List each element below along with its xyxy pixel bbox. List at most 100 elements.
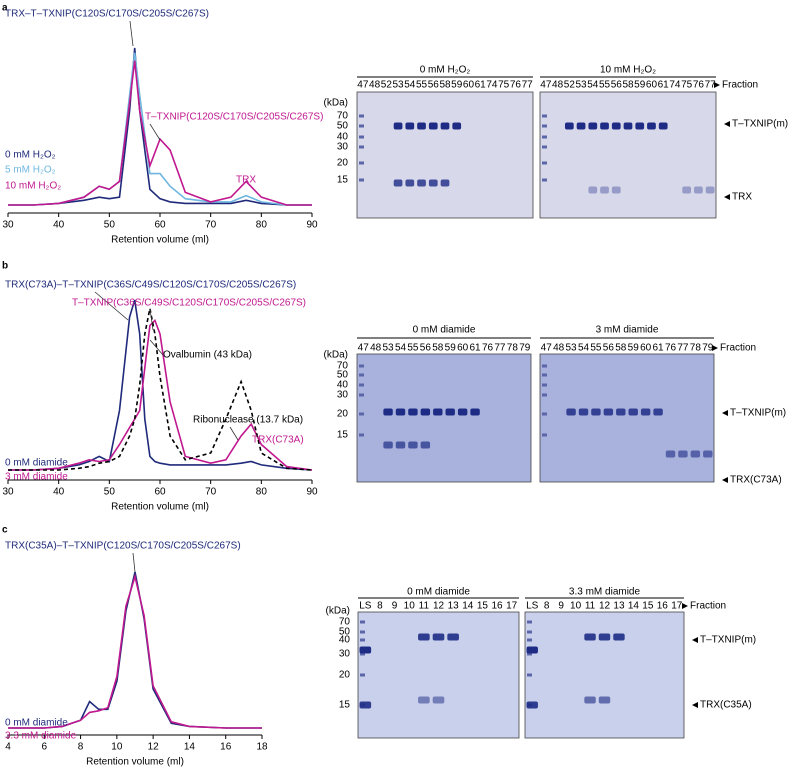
- series-line: [8, 571, 262, 729]
- arrowhead: [712, 345, 718, 351]
- kda-label: (kDa): [326, 606, 350, 617]
- x-tick-label: 50: [104, 220, 116, 231]
- kda-label: 50: [337, 121, 349, 132]
- lane-label: 60: [463, 80, 475, 91]
- kda-label: 50: [337, 370, 349, 381]
- legend-entry: 0 mM diamide: [5, 458, 68, 469]
- legend-entry: 0 mM H₂O₂: [5, 150, 56, 161]
- ladder-band: [542, 412, 547, 416]
- protein-band: [564, 122, 574, 130]
- marker-label: TRX(C35A): [700, 700, 752, 711]
- x-tick-label: 18: [256, 742, 268, 753]
- protein-band: [432, 696, 445, 704]
- protein-band: [682, 186, 692, 194]
- lane-label: 76: [693, 80, 705, 91]
- x-tick-label: 30: [2, 220, 14, 231]
- protein-band: [658, 122, 668, 130]
- lane-label: 15: [642, 601, 654, 612]
- kda-label: 30: [337, 390, 349, 401]
- protein-band: [405, 122, 415, 130]
- protein-band: [428, 179, 438, 187]
- protein-band: [395, 441, 406, 449]
- leader-line: [94, 291, 129, 321]
- protein-band: [584, 696, 596, 704]
- gel-image: [356, 91, 534, 219]
- arrowhead: [722, 477, 728, 483]
- lane-label: 47: [541, 343, 553, 354]
- lane-label: 54: [587, 80, 599, 91]
- x-tick-label: 70: [205, 220, 217, 231]
- protein-band: [613, 633, 625, 641]
- kda-label: 70: [339, 617, 351, 628]
- x-axis-label: Retention volume (ml): [86, 757, 184, 767]
- protein-band: [588, 122, 598, 130]
- kda-label: 40: [337, 132, 349, 143]
- lane-label: 48: [552, 80, 564, 91]
- lane-label: 75: [681, 80, 693, 91]
- arrowhead: [724, 121, 730, 127]
- ladder-band: [527, 620, 532, 624]
- lane-label: 77: [494, 343, 506, 354]
- arrowhead: [714, 82, 720, 88]
- protein-band: [576, 122, 586, 130]
- leader-line: [149, 308, 154, 331]
- protein-band: [584, 633, 596, 641]
- ladder-band: [542, 383, 547, 387]
- lane-label: 54: [578, 343, 590, 354]
- lane-label: 59: [451, 80, 463, 91]
- lane-label: 9: [392, 601, 398, 612]
- x-tick-label: 12: [148, 742, 160, 753]
- legend-entry: 10 mM H₂O₂: [5, 181, 61, 192]
- lane-label: 74: [486, 80, 498, 91]
- protein-band: [420, 408, 431, 416]
- gel-image: [524, 611, 685, 739]
- lane-label: 16: [491, 601, 503, 612]
- protein-band: [417, 122, 426, 130]
- protein-band: [526, 701, 538, 709]
- lane-label: 10: [570, 601, 582, 612]
- lane-label: 48: [370, 343, 382, 354]
- kda-label: (kDa): [324, 98, 348, 109]
- lane-label: LS: [526, 601, 539, 612]
- protein-band: [616, 408, 626, 416]
- lane-label: 56: [428, 80, 440, 91]
- lane-label: 78: [507, 343, 519, 354]
- panel-label: b: [2, 261, 8, 272]
- protein-band: [640, 408, 651, 416]
- gel-title: 0 mM diamide: [407, 587, 470, 598]
- lane-label: 60: [640, 343, 652, 354]
- annotation: TRX(C35A)–T–TXNIP(C120S/C170S/C205S/C267…: [5, 541, 241, 552]
- lane-label: 58: [622, 80, 634, 91]
- kda-label: 50: [339, 627, 351, 638]
- protein-band: [470, 408, 480, 416]
- lane-label: 11: [419, 601, 430, 612]
- arrowhead: [692, 702, 698, 708]
- protein-band: [433, 408, 443, 416]
- protein-band: [428, 122, 438, 130]
- ladder-band: [542, 433, 547, 437]
- leader-line: [149, 123, 161, 141]
- ladder-band: [527, 630, 532, 634]
- fraction-label: Fraction: [690, 601, 726, 612]
- protein-band: [598, 696, 611, 704]
- lane-label: LS: [359, 601, 372, 612]
- fraction-label: Fraction: [720, 343, 756, 354]
- panel-label: c: [2, 525, 8, 536]
- protein-band: [600, 186, 609, 194]
- ladder-band: [542, 393, 547, 397]
- kda-label: 20: [339, 670, 351, 681]
- lane-label: 55: [416, 80, 428, 91]
- ladder-band: [542, 178, 547, 182]
- lane-label: 56: [420, 343, 432, 354]
- arrowhead: [692, 637, 698, 643]
- leader-line: [149, 339, 164, 356]
- lane-label: 53: [576, 80, 588, 91]
- x-tick-label: 6: [42, 742, 48, 753]
- protein-band: [578, 408, 589, 416]
- ladder-band: [359, 124, 364, 128]
- series-line: [8, 299, 313, 471]
- protein-band: [665, 450, 676, 458]
- series-line: [8, 308, 313, 471]
- lane-label: 54: [395, 343, 407, 354]
- protein-band: [393, 122, 403, 130]
